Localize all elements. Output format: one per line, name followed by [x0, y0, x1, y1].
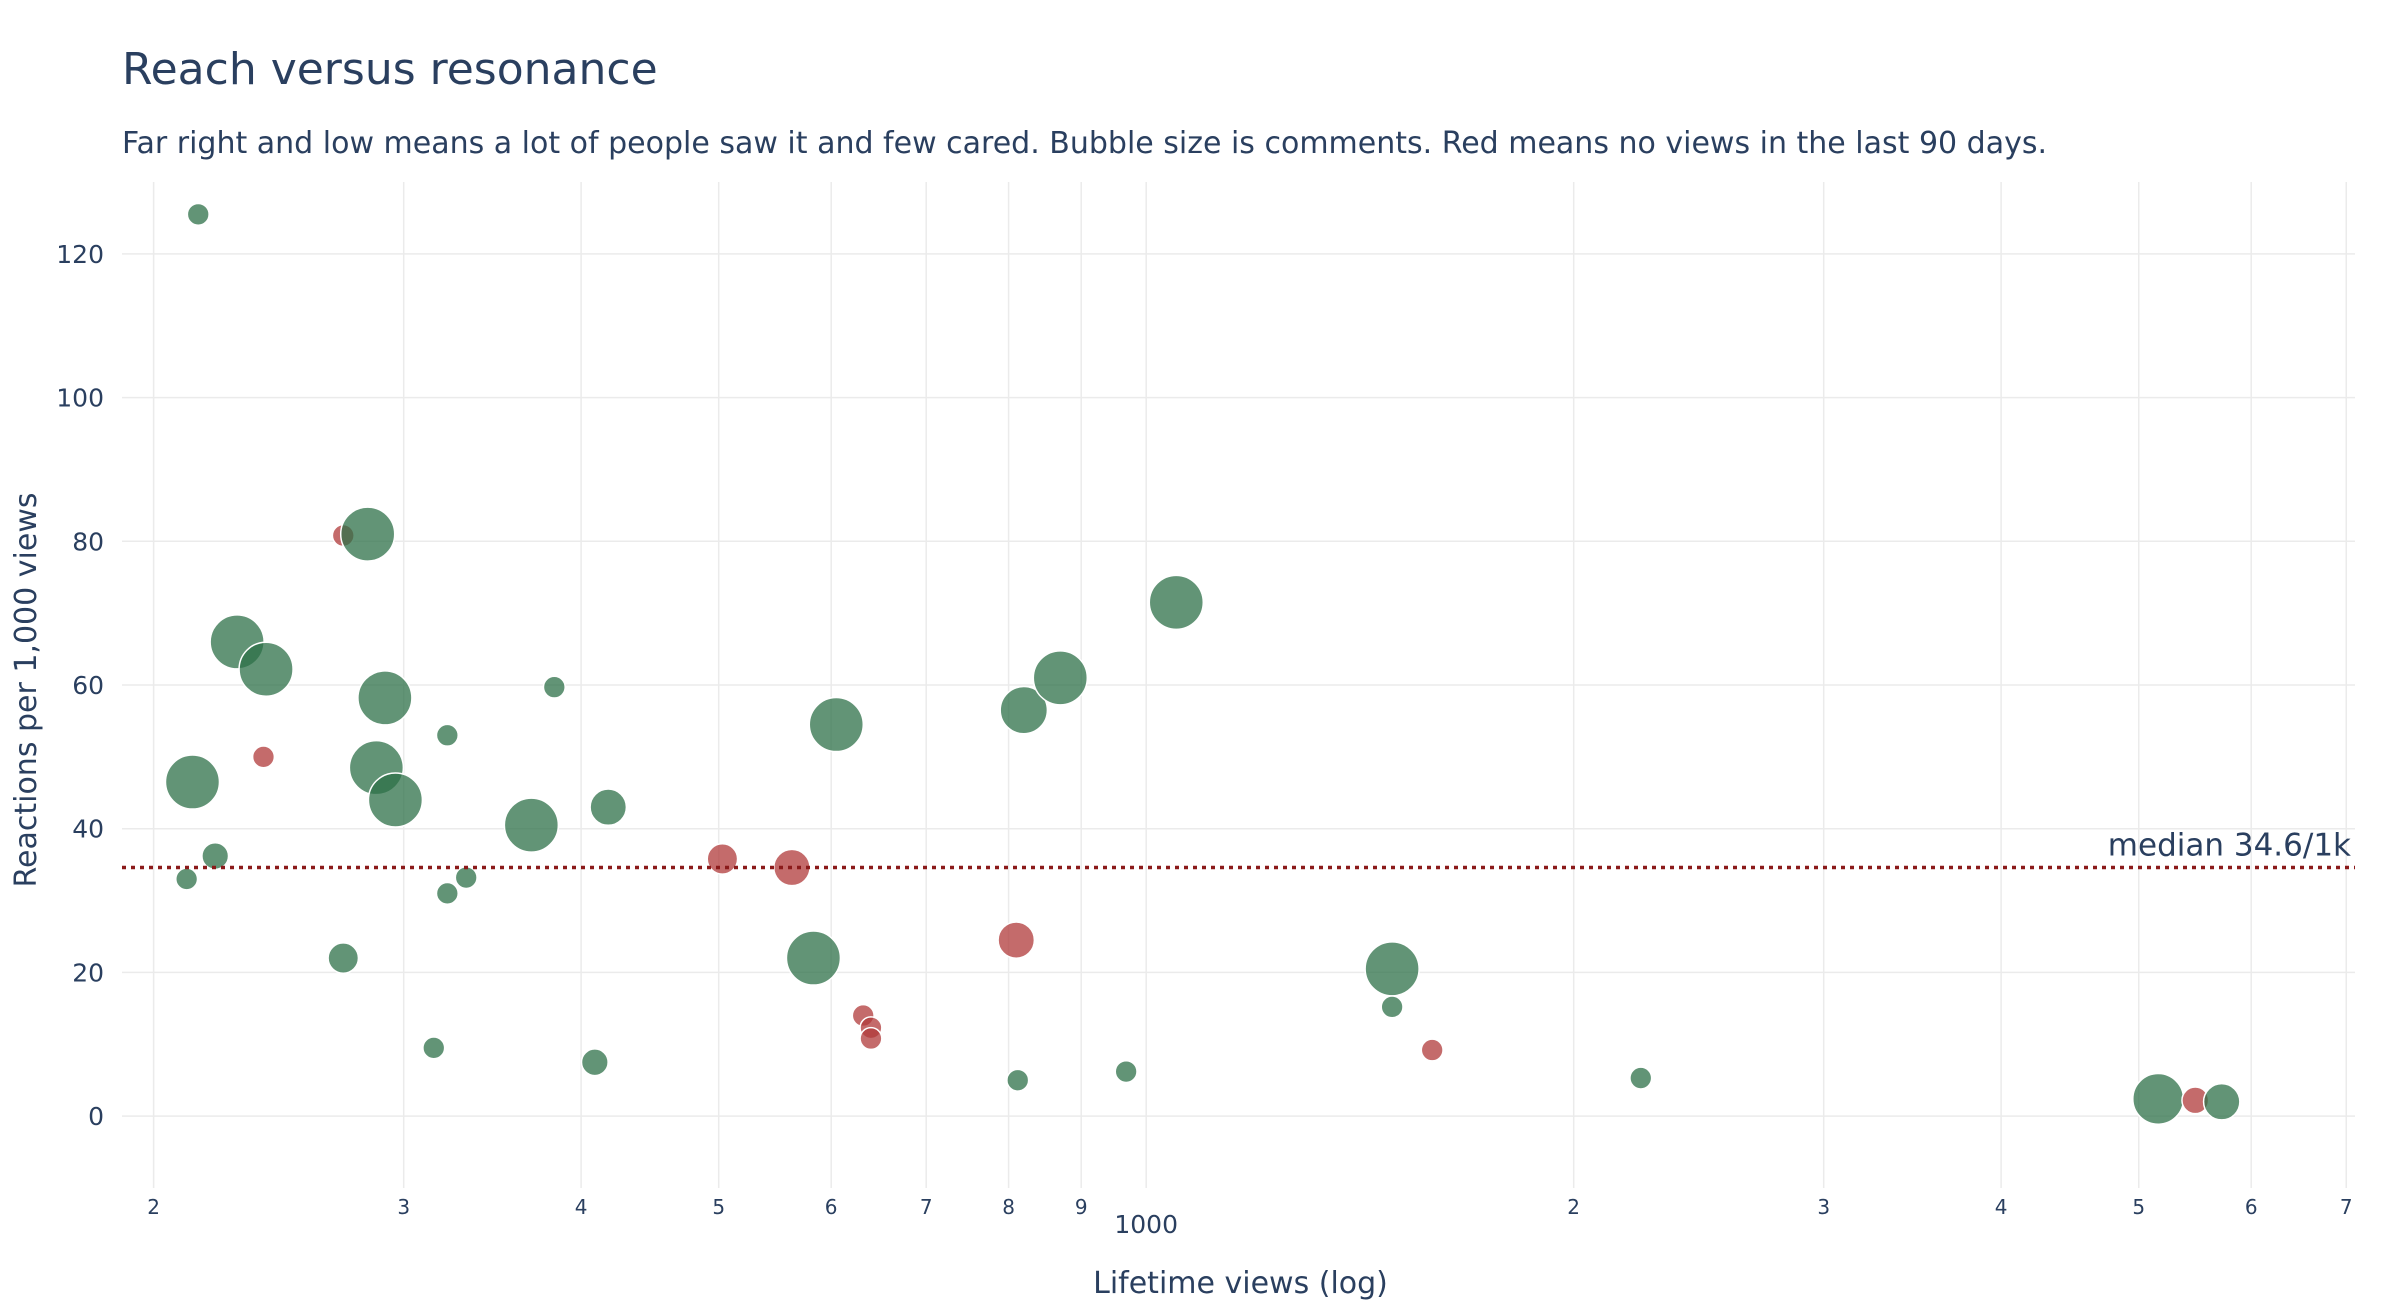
- data-point: [1420, 1038, 1444, 1062]
- data-point: [201, 841, 230, 871]
- chart-title: Reach versus resonance: [122, 44, 658, 95]
- data-point: [435, 881, 459, 906]
- x-tick-labels: 2 3 4 5 6 7 8 9 1000 2 3 4 5 6 7: [147, 1195, 2352, 1239]
- y-tick-label: 60: [72, 671, 104, 700]
- x-tick-label: 2: [147, 1195, 160, 1219]
- y-tick-label: 100: [56, 384, 104, 413]
- y-tick-label: 40: [72, 815, 104, 844]
- data-point: [327, 942, 360, 974]
- data-point: [503, 797, 560, 853]
- data-point: [589, 788, 628, 827]
- y-tick-label: 0: [88, 1102, 104, 1131]
- data-point: [238, 641, 294, 697]
- data-point: [997, 921, 1036, 959]
- data-point: [542, 675, 566, 699]
- data-point: [357, 670, 413, 726]
- data-point: [808, 696, 865, 753]
- data-point: [251, 745, 276, 769]
- data-point: [785, 930, 842, 986]
- data-point: [1148, 574, 1205, 631]
- y-axis-label: Reactions per 1,000 views: [9, 493, 44, 888]
- data-point: [164, 754, 221, 810]
- x-tick-label: 6: [825, 1195, 838, 1219]
- x-tick-label: 9: [1075, 1195, 1088, 1219]
- data-point: [2202, 1082, 2241, 1121]
- x-tick-label: 3: [397, 1195, 410, 1219]
- data-point: [422, 1036, 446, 1060]
- data-point: [999, 685, 1049, 735]
- data-point: [1114, 1059, 1138, 1084]
- chart-subtitle: Far right and low means a lot of people …: [122, 126, 2047, 161]
- x-tick-label: 5: [712, 1195, 725, 1219]
- x-tick-label: 2: [1567, 1195, 1580, 1219]
- data-point: [580, 1048, 609, 1077]
- data-point: [367, 772, 424, 828]
- data-point: [339, 506, 396, 562]
- x-tick-label: 4: [575, 1195, 588, 1219]
- x-tick-label: 8: [1002, 1195, 1015, 1219]
- x-tick-label: 7: [2340, 1195, 2353, 1219]
- data-point: [175, 867, 199, 891]
- y-tick-label: 120: [56, 240, 104, 269]
- y-tick-labels: 0 20 40 60 80 100 120: [56, 240, 104, 1131]
- data-point: [1006, 1068, 1030, 1092]
- data-point: [435, 723, 459, 747]
- y-tick-label: 20: [72, 958, 104, 987]
- data-point: [1629, 1066, 1653, 1090]
- data-points: [164, 202, 2241, 1126]
- data-point: [2132, 1072, 2185, 1126]
- x-tick-label: 7: [920, 1195, 933, 1219]
- data-point: [1032, 650, 1089, 706]
- x-tick-label: 5: [2132, 1195, 2145, 1219]
- x-tick-label: 4: [1995, 1195, 2008, 1219]
- x-tick-label: 3: [1817, 1195, 1830, 1219]
- data-point: [706, 842, 739, 875]
- data-point: [1364, 941, 1420, 997]
- data-point: [859, 1026, 883, 1051]
- x-axis-label: Lifetime views (log): [1093, 1266, 1388, 1300]
- data-point: [454, 865, 478, 890]
- data-point: [1380, 995, 1404, 1019]
- data-point: [186, 202, 210, 226]
- x-gridlines: [152, 182, 2348, 1188]
- y-tick-label: 80: [72, 527, 104, 556]
- x-tick-label: 6: [2245, 1195, 2258, 1219]
- y-gridlines: [122, 253, 2355, 1117]
- median-label: median 34.6/1k: [2108, 828, 2351, 864]
- x-tick-label: 1000: [1114, 1210, 1178, 1239]
